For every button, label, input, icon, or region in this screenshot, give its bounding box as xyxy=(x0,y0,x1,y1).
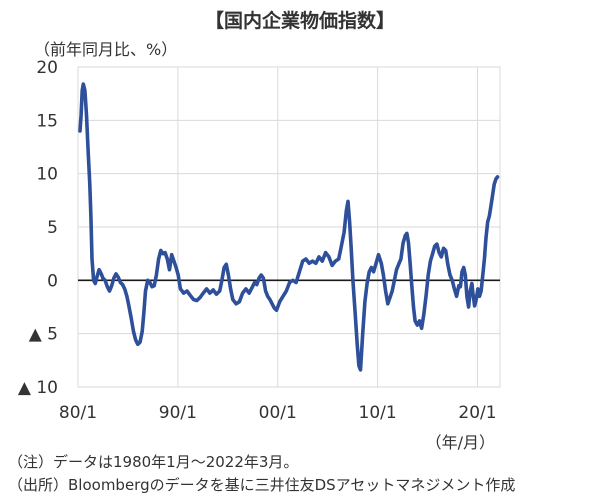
x-tick-label-1: 90/1 xyxy=(159,403,197,423)
y-tick-label-3: 5 xyxy=(47,218,58,238)
y-tick-label-1: 15 xyxy=(36,111,58,131)
y-tick-label-5: ▲ 5 xyxy=(29,325,58,345)
x-tick-label-2: 00/1 xyxy=(259,403,297,423)
x-tick-label-4: 20/1 xyxy=(458,403,496,423)
y-axis-ticks: 20 15 10 5 0 ▲ 5 ▲ 10 xyxy=(18,58,58,398)
y-tick-label-4: 0 xyxy=(47,271,58,291)
series-line xyxy=(78,82,500,372)
y-tick-label-0: 20 xyxy=(36,58,58,78)
x-axis-unit-label: （年/月） xyxy=(426,433,495,450)
y-tick-label-6: ▲ 10 xyxy=(18,378,58,398)
footnote: （注）データは1980年1月～2022年3月。 xyxy=(8,453,299,471)
gridlines xyxy=(77,66,501,388)
line-chart: 20 15 10 5 0 ▲ 5 ▲ 10 80/1 90/1 00/1 10/1 20/1 （年/… xyxy=(18,58,501,450)
y-tick-label-2: 10 xyxy=(36,165,58,185)
x-axis-ticks: 80/1 90/1 00/1 10/1 20/1 xyxy=(59,403,497,423)
chart-title: 【国内企業物価指数】 xyxy=(204,10,395,32)
x-tick-label-3: 10/1 xyxy=(359,403,397,423)
x-tick-label-0: 80/1 xyxy=(59,403,97,423)
source-note: （出所）Bloombergのデータを基に三井住友DSアセットマネジメント作成 xyxy=(8,476,516,494)
y-axis-unit-label: （前年同月比、%） xyxy=(34,40,178,59)
